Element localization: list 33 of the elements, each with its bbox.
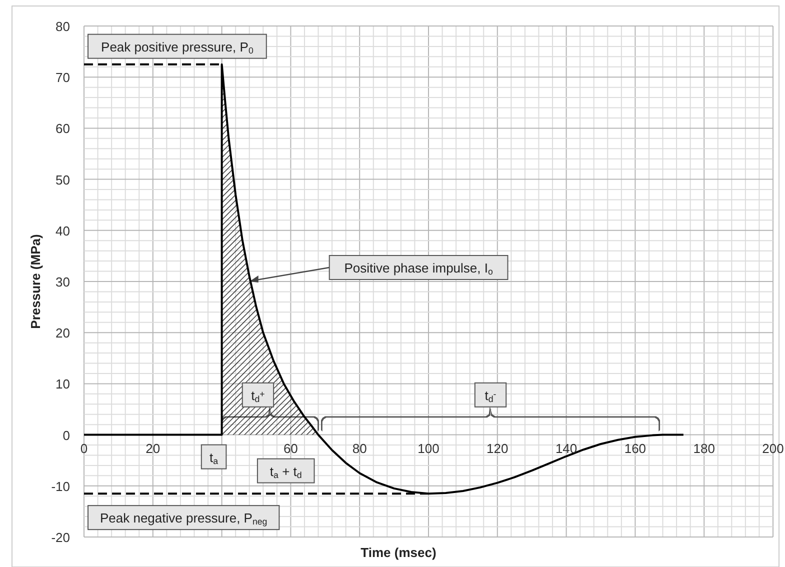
x-tick-label: 80 xyxy=(352,440,367,456)
y-tick-label: 0 xyxy=(62,428,70,443)
x-tick-label: 60 xyxy=(283,440,298,456)
y-tick-label: 30 xyxy=(56,274,70,290)
y-tick-label: 80 xyxy=(56,19,70,34)
y-tick-label: 20 xyxy=(56,326,70,341)
x-tick-label: 120 xyxy=(486,440,508,456)
annotation: t$_{a}$ xyxy=(210,450,218,466)
x-tick-label: 160 xyxy=(624,440,646,456)
label-box: t$_{a}$ + t$_{d}$ xyxy=(256,458,315,484)
x-tick-label: 200 xyxy=(762,440,784,456)
annotation: Positive phase impulse, I$_{o}$ xyxy=(344,260,493,277)
annotation: t$_{a}$ + t$_{d}$ xyxy=(270,464,302,480)
y-tick-label: 40 xyxy=(56,223,70,238)
x-tick-label: 180 xyxy=(693,440,715,456)
x-axis-title: Time (msec) xyxy=(360,545,436,560)
y-tick-label: 60 xyxy=(56,121,70,136)
y-tick-label: 70 xyxy=(56,70,70,86)
label-box: Positive phase impulse, I$_{o}$ xyxy=(328,255,508,280)
y-tick-label: -20 xyxy=(51,530,70,545)
annotation: Peak positive pressure, P$_{0}$ xyxy=(101,39,254,56)
annotation: Peak negative pressure, P$_{neg}$ xyxy=(100,510,268,527)
y-tick-label: 10 xyxy=(56,376,70,392)
label-box: t$_{a}$ xyxy=(200,444,227,470)
y-tick-label: 50 xyxy=(56,172,70,188)
y-tick-label: -10 xyxy=(51,478,70,494)
y-axis-title: Pressure (MPa) xyxy=(28,234,43,329)
x-tick-label: 100 xyxy=(418,440,440,456)
x-tick-label: 0 xyxy=(80,440,88,456)
x-tick-label: 20 xyxy=(146,440,160,456)
x-tick-label: 140 xyxy=(555,440,578,456)
label-box: Peak negative pressure, P$_{neg}$ xyxy=(88,505,280,530)
label-box: Peak positive pressure, P$_{0}$ xyxy=(88,34,267,59)
